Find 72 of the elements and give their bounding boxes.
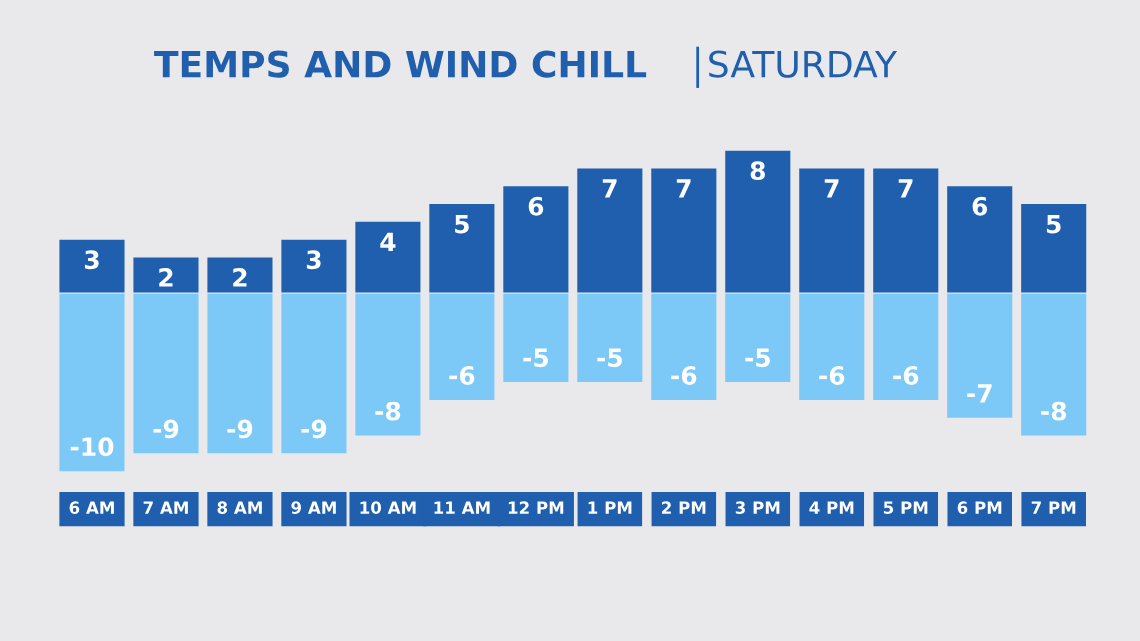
- x-tick-label: 5 PM: [883, 501, 928, 514]
- data-label: 6: [528, 196, 544, 216]
- data-label: 8: [750, 161, 765, 181]
- bar: [503, 293, 569, 383]
- x-tick-label: 2 PM: [662, 501, 706, 514]
- data-label: 7: [824, 179, 839, 198]
- bar: [799, 293, 865, 400]
- bar: [59, 239, 125, 294]
- bar: [947, 186, 1013, 294]
- x-tick-label: 10 AM: [360, 501, 416, 514]
- x-tick-label: 9 AM: [291, 501, 336, 514]
- data-label: 7: [898, 179, 913, 198]
- data-label: -5: [523, 348, 548, 368]
- bar: [651, 168, 717, 294]
- x-tick-label: 6 AM: [69, 501, 114, 514]
- x-tick-label: 4 PM: [809, 501, 854, 514]
- bar: [429, 204, 495, 294]
- data-label: -7: [967, 384, 992, 403]
- x-tick-label: 1 PM: [588, 501, 632, 514]
- bar: [133, 257, 199, 294]
- x-tick-label: 6 PM: [957, 501, 1002, 514]
- bar: [947, 293, 1013, 418]
- bar: [1021, 293, 1087, 436]
- bar: [873, 168, 939, 294]
- data-label: -9: [301, 419, 327, 439]
- data-label: -6: [893, 366, 919, 385]
- data-label: 7: [676, 179, 691, 198]
- data-label: 2: [233, 268, 247, 287]
- x-tick-label: 11 AM: [434, 501, 490, 514]
- x-tick-label: 7 AM: [143, 501, 188, 514]
- data-label: 7: [602, 179, 617, 198]
- bar: [725, 293, 791, 383]
- data-label: 5: [455, 214, 469, 234]
- x-tick-label: 12 PM: [508, 501, 564, 514]
- x-tick-label: 7 PM: [1031, 501, 1076, 514]
- data-label: -5: [745, 348, 770, 368]
- data-label: 3: [306, 250, 321, 270]
- data-label: -9: [153, 419, 179, 439]
- data-label: 3: [84, 250, 99, 270]
- bar: [577, 293, 643, 383]
- bar: [651, 293, 717, 400]
- data-label: -9: [227, 419, 253, 439]
- bar: [799, 168, 865, 294]
- bar: [873, 293, 939, 400]
- bar: [207, 293, 273, 454]
- data-label: -10: [70, 437, 114, 457]
- x-tick-label: 3 PM: [735, 501, 780, 514]
- data-label: 4: [380, 232, 396, 251]
- data-label: 2: [159, 268, 173, 287]
- bar: [355, 293, 421, 436]
- bar: [207, 257, 273, 294]
- bar: [429, 293, 495, 400]
- data-label: -8: [1041, 401, 1067, 421]
- data-label: 6: [972, 196, 988, 216]
- data-label: -5: [597, 348, 622, 368]
- chart-title: TEMPS AND WIND CHILL: [154, 50, 647, 78]
- bar: [133, 293, 199, 454]
- bar: [503, 186, 569, 294]
- data-label: -6: [449, 366, 475, 385]
- bar: [355, 221, 421, 294]
- bar: [725, 150, 791, 294]
- data-label: -8: [375, 401, 401, 421]
- data-label: 5: [1046, 214, 1061, 234]
- bar: [577, 168, 643, 294]
- x-tick-label: 8 AM: [217, 501, 262, 514]
- chart-subtitle: SATURDAY: [709, 50, 898, 78]
- bar: [59, 293, 125, 472]
- data-label: -6: [671, 366, 697, 385]
- bar: [281, 239, 347, 294]
- bar: [1021, 204, 1087, 294]
- bar: [281, 293, 347, 454]
- data-label: -6: [819, 366, 845, 385]
